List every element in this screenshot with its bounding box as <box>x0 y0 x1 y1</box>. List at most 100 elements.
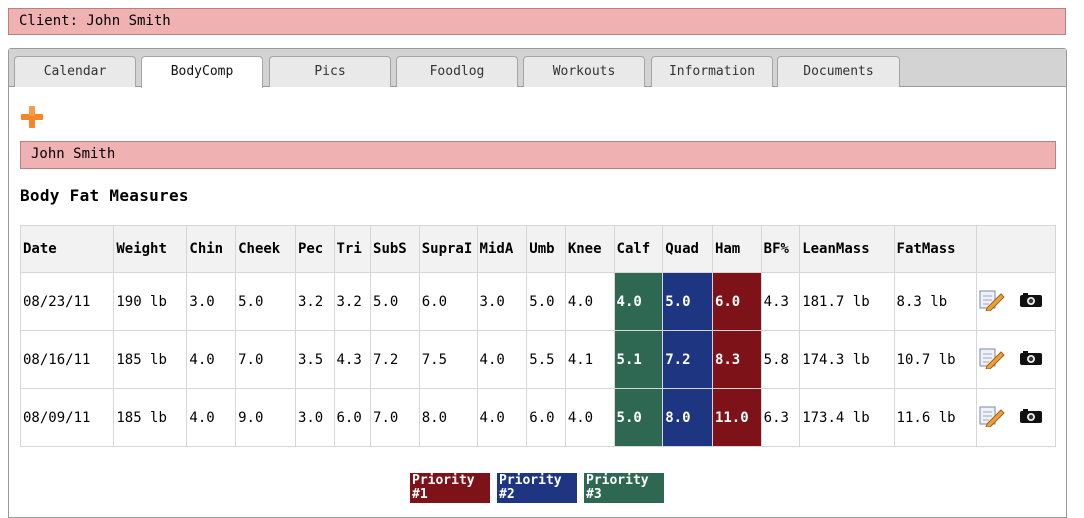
cell-pec: 3.0 <box>294 388 335 447</box>
cell-bf: 5.8 <box>760 330 801 389</box>
col-header: BF% <box>760 225 801 273</box>
cell-fatmass: 11.6 lb <box>893 388 977 447</box>
cell-actions <box>975 272 1057 331</box>
camera-icon[interactable] <box>1019 408 1043 428</box>
tab-documents[interactable]: Documents <box>777 56 900 87</box>
cell-quad: 7.2 <box>662 330 713 389</box>
cell-quad: 8.0 <box>662 388 713 447</box>
tab-calendar[interactable]: Calendar <box>14 56 136 87</box>
cell-cheek: 9.0 <box>235 388 296 447</box>
priority-2-legend: Priority #2 <box>497 473 577 503</box>
cell-umb: 5.0 <box>526 272 566 331</box>
cell-umb: 5.5 <box>526 330 566 389</box>
cell-tri: 6.0 <box>333 388 372 447</box>
cell-chin: 3.0 <box>186 272 237 331</box>
cell-calf: 4.0 <box>613 272 664 331</box>
cell-ham: 11.0 <box>711 388 762 447</box>
cell-bf: 4.3 <box>760 272 801 331</box>
cell-leanmass: 173.4 lb <box>799 388 895 447</box>
col-header: Date <box>19 225 115 273</box>
col-header: Weight <box>113 225 188 273</box>
cell-suprai: 8.0 <box>418 388 478 447</box>
cell-subs: 5.0 <box>370 272 420 331</box>
cell-knee: 4.1 <box>564 330 615 389</box>
cell-cheek: 7.0 <box>235 330 296 389</box>
cell-tri: 4.3 <box>333 330 372 389</box>
cell-date: 08/09/11 <box>19 388 115 447</box>
col-header: LeanMass <box>799 225 895 273</box>
cell-subs: 7.0 <box>370 388 420 447</box>
tab-bar: Calendar BodyComp Pics Foodlog Workouts … <box>9 49 1066 88</box>
col-header: Tri <box>333 225 372 273</box>
cell-chin: 4.0 <box>186 388 237 447</box>
cell-fatmass: 8.3 lb <box>893 272 977 331</box>
tab-foodlog[interactable]: Foodlog <box>396 56 518 87</box>
plus-icon[interactable] <box>19 104 45 130</box>
cell-calf: 5.1 <box>613 330 664 389</box>
col-header: Pec <box>294 225 335 273</box>
table-row: 08/16/11 185 lb 4.0 7.0 3.5 4.3 7.2 7.5 … <box>19 330 1057 389</box>
cell-calf: 5.0 <box>613 388 664 447</box>
cell-pec: 3.5 <box>294 330 335 389</box>
actions-header <box>975 225 1057 273</box>
tab-workouts[interactable]: Workouts <box>523 56 645 87</box>
legend-label: Priority <box>586 473 649 488</box>
cell-suprai: 7.5 <box>418 330 478 389</box>
cell-weight: 185 lb <box>113 330 188 389</box>
section-title: Body Fat Measures <box>20 186 189 205</box>
body-fat-table: Date Weight Chin Cheek Pec Tri SubS Supr… <box>19 225 1057 447</box>
cell-ham: 6.0 <box>711 272 762 331</box>
camera-icon[interactable] <box>1019 292 1043 312</box>
cell-quad: 5.0 <box>662 272 713 331</box>
tab-bodycomp[interactable]: BodyComp <box>141 56 263 88</box>
priority-1-legend: Priority #1 <box>410 473 490 503</box>
cell-mida: 4.0 <box>476 388 528 447</box>
legend-label: Priority <box>412 473 475 488</box>
tab-information[interactable]: Information <box>651 56 773 87</box>
priority-3-legend: Priority #3 <box>584 473 664 503</box>
table-row: 08/23/11 190 lb 3.0 5.0 3.2 3.2 5.0 6.0 … <box>19 272 1057 331</box>
cell-weight: 185 lb <box>113 388 188 447</box>
legend-number: #1 <box>412 487 428 502</box>
table-header-row: Date Weight Chin Cheek Pec Tri SubS Supr… <box>19 225 1057 273</box>
table-row: 08/09/11 185 lb 4.0 9.0 3.0 6.0 7.0 8.0 … <box>19 388 1057 447</box>
cell-cheek: 5.0 <box>235 272 296 331</box>
cell-pec: 3.2 <box>294 272 335 331</box>
col-header: SupraI <box>418 225 478 273</box>
cell-date: 08/16/11 <box>19 330 115 389</box>
client-name: John Smith <box>31 146 116 162</box>
cell-weight: 190 lb <box>113 272 188 331</box>
cell-subs: 7.2 <box>370 330 420 389</box>
col-header: Umb <box>526 225 566 273</box>
tab-pics[interactable]: Pics <box>269 56 391 87</box>
cell-chin: 4.0 <box>186 330 237 389</box>
cell-mida: 4.0 <box>476 330 528 389</box>
edit-icon[interactable] <box>979 405 1005 431</box>
cell-fatmass: 10.7 lb <box>893 330 977 389</box>
legend-number: #3 <box>586 487 602 502</box>
tab-panel: Calendar BodyComp Pics Foodlog Workouts … <box>8 48 1067 518</box>
cell-umb: 6.0 <box>526 388 566 447</box>
edit-icon[interactable] <box>979 347 1005 373</box>
col-header: Chin <box>186 225 237 273</box>
col-header: MidA <box>476 225 528 273</box>
client-label: Client: John Smith <box>19 13 171 29</box>
client-name-bar: John Smith <box>20 141 1056 169</box>
cell-leanmass: 174.3 lb <box>799 330 895 389</box>
col-header: FatMass <box>893 225 977 273</box>
col-header: Ham <box>711 225 762 273</box>
edit-icon[interactable] <box>979 289 1005 315</box>
camera-icon[interactable] <box>1019 350 1043 370</box>
cell-ham: 8.3 <box>711 330 762 389</box>
legend-label: Priority <box>499 473 562 488</box>
cell-tri: 3.2 <box>333 272 372 331</box>
col-header: Cheek <box>235 225 296 273</box>
cell-knee: 4.0 <box>564 388 615 447</box>
cell-knee: 4.0 <box>564 272 615 331</box>
cell-suprai: 6.0 <box>418 272 478 331</box>
col-header: Quad <box>662 225 713 273</box>
client-bar: Client: John Smith <box>8 8 1066 35</box>
cell-actions <box>975 330 1057 389</box>
col-header: SubS <box>370 225 420 273</box>
cell-leanmass: 181.7 lb <box>799 272 895 331</box>
